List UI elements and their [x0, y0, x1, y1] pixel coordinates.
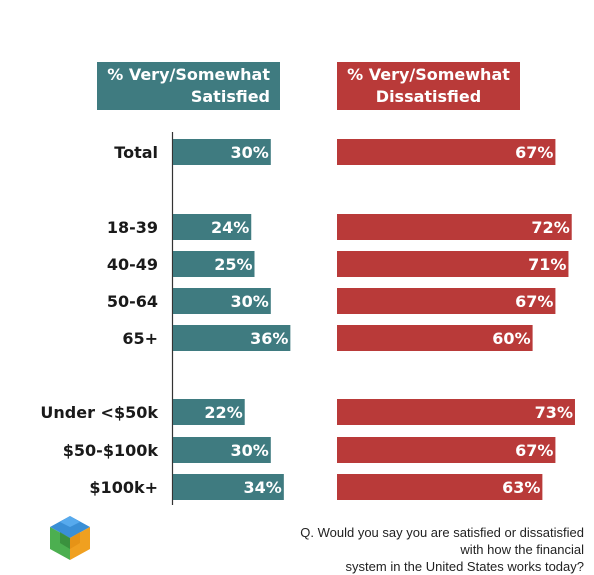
satisfied-header-bg — [97, 62, 280, 110]
dissatisfied-value-label: 67% — [515, 292, 553, 311]
satisfied-bar — [173, 399, 245, 425]
category-label: 18-39 — [107, 218, 158, 237]
dissatisfied-header-bg — [337, 62, 520, 110]
category-label: 40-49 — [107, 255, 158, 274]
cube-logo-icon — [50, 516, 90, 560]
dissatisfied-value-label: 63% — [502, 478, 540, 497]
satisfied-header-line2: Satisfied — [190, 87, 270, 106]
category-label: $100k+ — [89, 478, 158, 497]
footnote: Q. Would you say you are satisfied or di… — [300, 524, 584, 575]
dissatisfied-value-label: 72% — [531, 218, 569, 237]
satisfied-value-label: 24% — [211, 218, 249, 237]
category-label: 65+ — [122, 329, 158, 348]
satisfied-header: % Very/Somewhat Satisfied — [97, 62, 280, 110]
satisfied-bar — [173, 214, 252, 240]
dissatisfied-value-label: 71% — [528, 255, 566, 274]
category-label: 50-64 — [107, 292, 158, 311]
satisfied-value-label: 25% — [214, 255, 252, 274]
dissatisfied-value-label: 60% — [492, 329, 530, 348]
dissatisfied-bar — [337, 325, 533, 351]
dissatisfied-header-line1: % Very/Somewhat — [347, 65, 510, 84]
satisfied-value-label: 36% — [250, 329, 288, 348]
satisfied-value-label: 30% — [231, 292, 269, 311]
footnote-line2: system in the United States works today? — [345, 559, 584, 574]
satisfied-bar — [173, 325, 291, 351]
satisfied-header-line1: % Very/Somewhat — [107, 65, 270, 84]
dissatisfied-header-line2: Dissatisfied — [375, 87, 482, 106]
dissatisfied-bar — [337, 251, 569, 277]
dissatisfied-bar — [337, 437, 556, 463]
satisfied-bar — [173, 474, 284, 500]
category-label: $50-$100k — [63, 441, 159, 460]
dissatisfied-value-label: 73% — [535, 403, 573, 422]
dissatisfied-bar — [337, 399, 575, 425]
footnote-line1: Q. Would you say you are satisfied or di… — [300, 525, 584, 557]
dissatisfied-bar — [337, 288, 556, 314]
satisfied-value-label: 30% — [231, 441, 269, 460]
satisfied-bar — [173, 437, 271, 463]
satisfied-value-label: 22% — [204, 403, 242, 422]
satisfied-value-label: 30% — [231, 143, 269, 162]
dissatisfied-bar — [337, 474, 543, 500]
dissatisfied-value-label: 67% — [515, 441, 553, 460]
category-label: Under <$50k — [40, 403, 158, 422]
satisfied-bar — [173, 251, 255, 277]
dissatisfied-value-label: 67% — [515, 143, 553, 162]
satisfied-bar — [173, 288, 271, 314]
dissatisfied-bar — [337, 139, 556, 165]
satisfied-value-label: 34% — [244, 478, 282, 497]
category-label: Total — [114, 143, 158, 162]
satisfied-bar — [173, 139, 271, 165]
dissatisfied-header: % Very/Somewhat Dissatisfied — [337, 62, 520, 110]
dissatisfied-bar — [337, 214, 572, 240]
